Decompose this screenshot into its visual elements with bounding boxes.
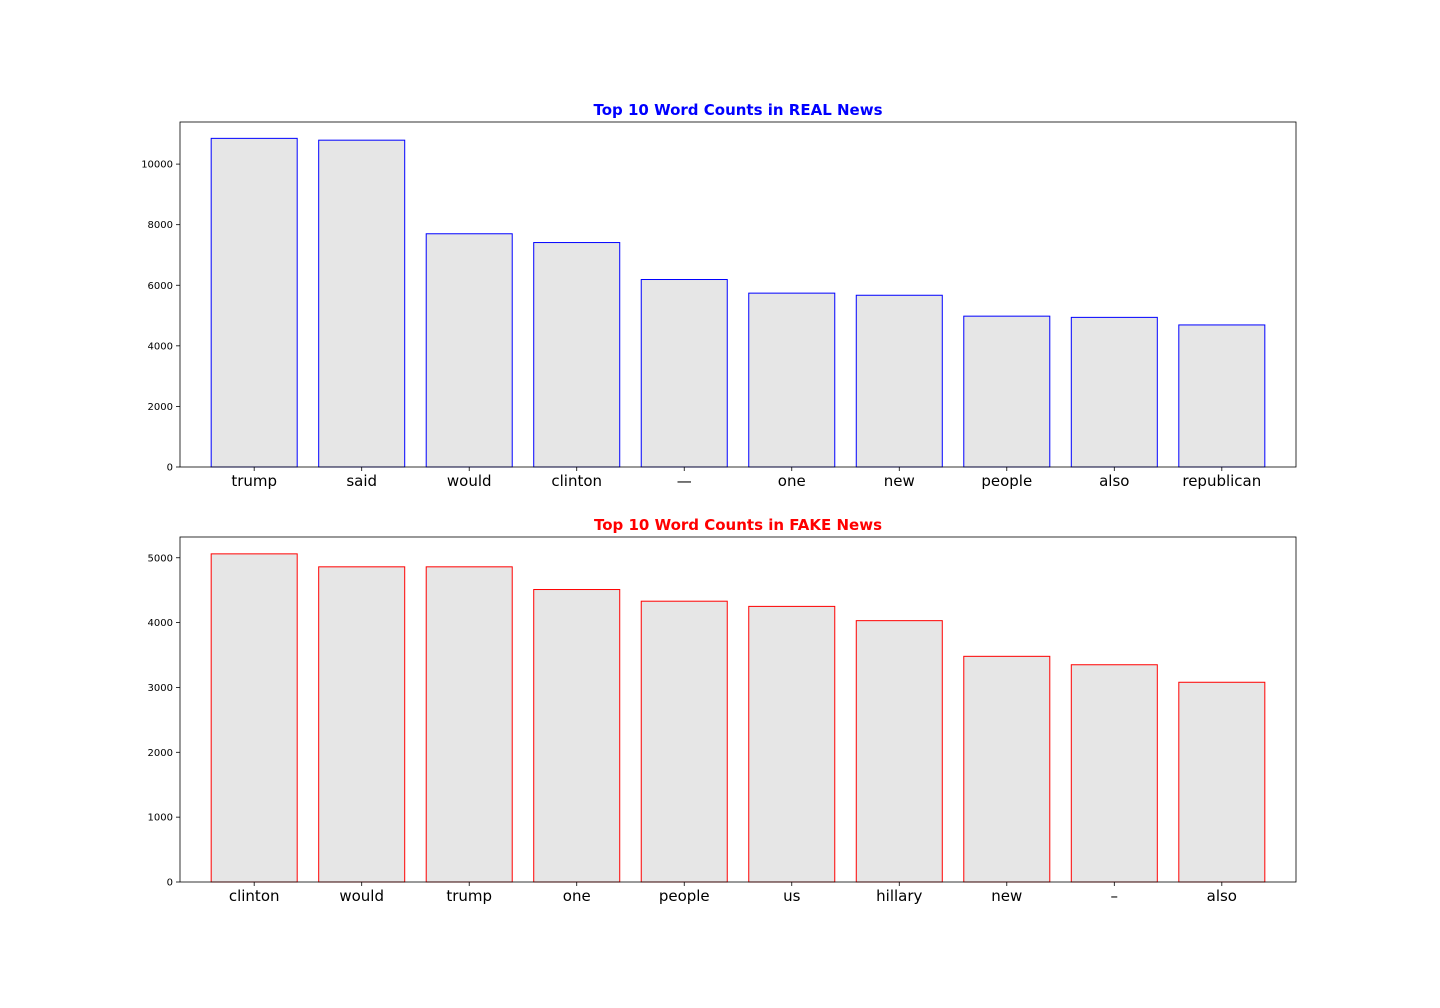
y-tick-label: 3000 (148, 683, 173, 694)
bar-8 (1070, 664, 1158, 883)
x-tick-label: people (981, 472, 1032, 490)
y-tick-label: 2000 (148, 748, 173, 759)
x-tick-label: clinton (229, 887, 280, 905)
bar-0 (210, 137, 298, 468)
bar-7 (963, 655, 1051, 883)
y-tick-label: 10000 (141, 160, 173, 171)
x-tick-label: trump (231, 472, 277, 490)
chart-title: Top 10 Word Counts in REAL News (593, 101, 882, 119)
y-tick-label: 8000 (148, 220, 173, 231)
bar-7 (963, 315, 1051, 468)
bar-2 (425, 566, 513, 883)
plot-frame (179, 121, 1297, 468)
chart-panel-2: Top 10 Word Counts in FAKE News clinton wo… (148, 516, 1297, 905)
y-tick-label: 4000 (148, 341, 173, 352)
bar-9 (1178, 681, 1266, 883)
bar-2 (425, 233, 513, 468)
x-tick-label: new (884, 472, 915, 490)
plot-frame (179, 536, 1297, 883)
x-tick-label: said (346, 472, 377, 490)
chart-panel-1: Top 10 Word Counts in REAL News trump said… (141, 101, 1297, 490)
bar-3 (533, 589, 621, 883)
bar-1 (318, 566, 406, 883)
x-tick-label: also (1207, 887, 1237, 905)
y-tick-label: 0 (167, 878, 173, 889)
x-tick-label: one (778, 472, 806, 490)
bar-6 (855, 620, 943, 883)
x-tick-label: would (447, 472, 492, 490)
x-tick-label: clinton (551, 472, 602, 490)
y-tick-label: 4000 (148, 618, 173, 629)
y-tick-label: 5000 (148, 553, 173, 564)
y-tick-label: 1000 (148, 813, 173, 824)
x-tick-label: would (339, 887, 384, 905)
bar-9 (1178, 324, 1266, 468)
x-tick-label: — (677, 472, 692, 490)
y-tick-label: 0 (167, 463, 173, 474)
x-tick-label: republican (1182, 472, 1261, 490)
bar-4 (640, 600, 728, 883)
bar-1 (318, 139, 406, 468)
bar-6 (855, 294, 943, 468)
x-tick-label: new (991, 887, 1022, 905)
bar-8 (1070, 316, 1158, 468)
x-tick-label: trump (446, 887, 492, 905)
x-tick-label: also (1099, 472, 1129, 490)
bar-3 (533, 242, 621, 468)
bar-0 (210, 553, 298, 883)
x-tick-label: hillary (876, 887, 922, 905)
bar-5 (748, 292, 836, 468)
y-tick-label: 2000 (148, 402, 173, 413)
y-tick-label: 6000 (148, 281, 173, 292)
x-tick-label: – (1111, 887, 1119, 905)
bar-5 (748, 605, 836, 883)
x-tick-label: people (659, 887, 710, 905)
x-tick-label: one (563, 887, 591, 905)
bar-4 (640, 279, 728, 468)
x-tick-label: us (783, 887, 801, 905)
chart-title: Top 10 Word Counts in FAKE News (594, 516, 882, 534)
